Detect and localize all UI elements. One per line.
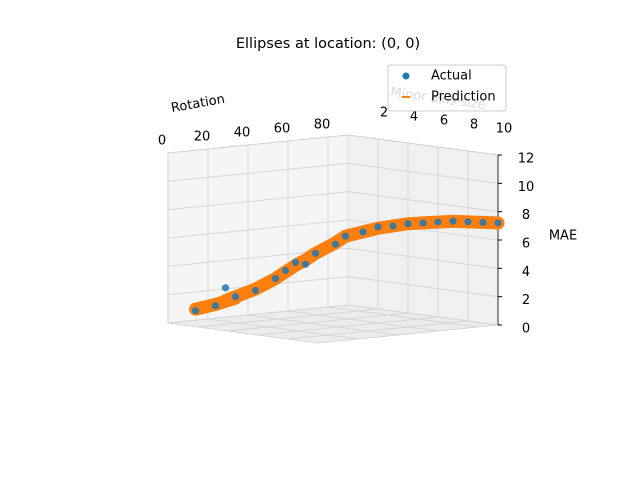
grid-line [167,134,349,154]
actual-point [311,249,320,257]
z-tick-label: 2 [522,293,530,308]
legend-label: Prediction [431,90,496,105]
z-tick-label: 6 [522,237,530,252]
actual-point [464,218,472,226]
y-tick-label: 2 [380,106,388,121]
actual-point [449,217,457,225]
z-tick-label: 4 [522,265,530,280]
grid-line [287,320,469,340]
grid-line [247,314,399,336]
labels: 0 20 40 60 80 2 4 6 8 10 0 2 4 6 8 10 12 [158,106,534,337]
x-tick-label: 60 [274,122,291,137]
grid-line [167,322,319,344]
grid-line [347,162,499,184]
actual-point [494,219,502,227]
grid-line [347,276,499,298]
x-axis-label: Rotation [170,92,226,116]
z-tick-label: 10 [518,180,535,195]
prediction-surface [189,214,505,316]
actual-point [359,228,367,236]
grid-line [227,312,409,332]
z-tick-label: 12 [518,152,535,167]
z-tick-label: 8 [522,208,530,223]
marks [189,214,505,316]
actual-point [341,232,350,240]
grid-line [167,191,349,211]
grid-line [287,310,439,332]
grid-line [167,304,349,324]
actual-point [331,240,340,248]
grid-line [327,306,479,328]
actual-point [404,220,412,228]
grid-line [347,191,499,213]
actual-point [291,258,300,267]
legend-box [387,64,507,112]
grid-line [347,134,499,156]
grid [167,134,502,344]
grid-line [197,308,379,328]
chart-title: Ellipses at location: (0, 0) [236,36,420,52]
actual-point [231,293,240,301]
y-tick-label: 4 [410,110,418,125]
x-tick-label: 20 [194,130,211,145]
grid-line [347,247,499,269]
actual-point [251,286,260,295]
z-axis-label: MAE [549,229,577,244]
grid-line [347,304,499,326]
actual-point [191,307,200,315]
actual-point [301,260,310,268]
x-tick-label: 0 [158,134,166,149]
actual-point [281,266,290,275]
actual-point [479,218,487,227]
legend: Actual Prediction [387,64,507,112]
x-tick-label: 80 [314,118,331,133]
y-tick-label: 8 [470,118,478,133]
actual-point [419,219,427,227]
actual-point [211,302,220,310]
y-tick-label: 10 [496,122,513,137]
grid-line [317,324,499,344]
grid-line [167,219,349,239]
legend-marker [402,72,410,80]
grid-line [167,162,349,182]
x-tick-label: 40 [234,126,251,141]
grid-line [257,316,439,336]
actual-point [434,218,442,226]
actual-point [374,223,382,231]
actual-point [271,274,280,283]
actual-point [221,284,230,292]
z-tick-label: 0 [522,322,530,337]
grid-line [207,318,359,340]
actual-point [389,222,397,230]
legend-label: Actual [431,69,472,84]
y-tick-label: 6 [440,114,448,129]
